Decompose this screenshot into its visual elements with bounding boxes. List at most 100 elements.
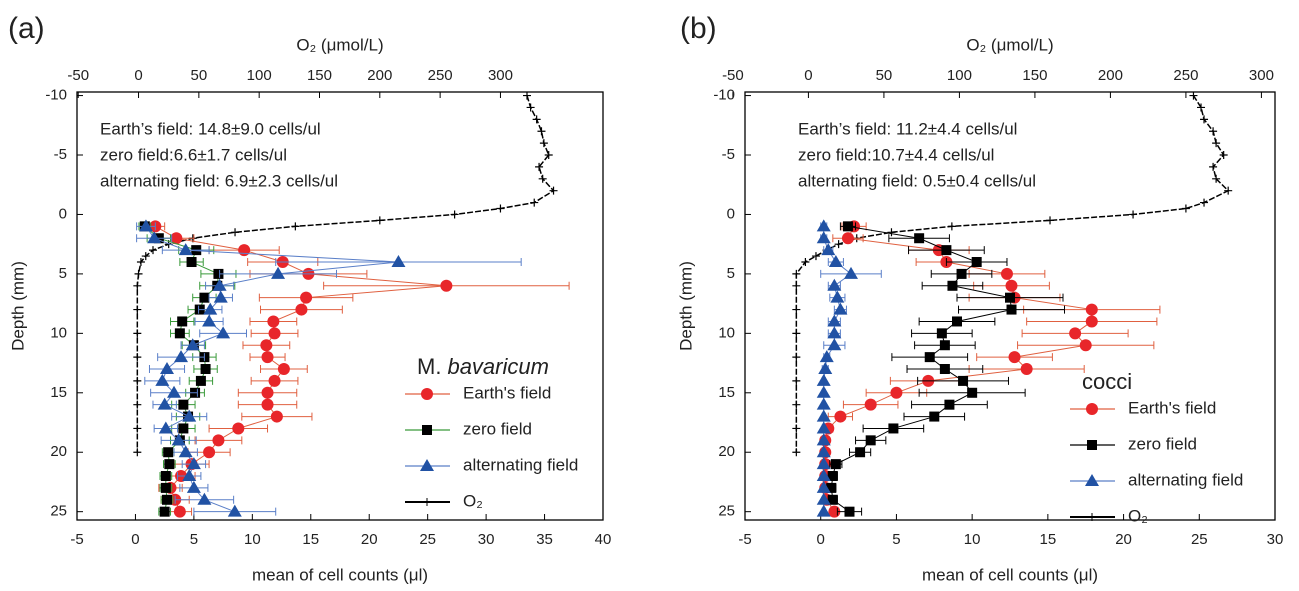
o2-marker: [1209, 162, 1218, 171]
marker: [941, 245, 952, 256]
legend-marker: [1087, 440, 1097, 450]
o2-marker: [1219, 151, 1228, 160]
x-tick-label: 20: [1115, 531, 1132, 548]
legend-label: zero field: [1128, 434, 1197, 453]
marker: [1085, 315, 1098, 328]
y-tick-label: 20: [718, 443, 735, 460]
marker: [914, 233, 925, 244]
x2-tick-label: 250: [1173, 67, 1198, 84]
marker: [174, 350, 189, 363]
o2-marker: [450, 210, 459, 219]
marker: [186, 480, 201, 493]
marker: [178, 445, 193, 458]
x2-tick-label: 50: [191, 67, 208, 84]
marker: [440, 279, 453, 292]
marker: [182, 469, 197, 482]
marker: [827, 471, 838, 482]
y-tick-label: 20: [50, 443, 67, 460]
marker: [147, 231, 162, 244]
y-tick-label: 10: [50, 324, 67, 341]
o2-marker: [1129, 210, 1138, 219]
o2-marker: [231, 228, 240, 237]
panel: (a)-5 0 5 10 15 20 25 30 35 40-50 0 50 100 150 200 250 3…: [8, 12, 611, 585]
marker: [268, 327, 281, 340]
y-tick-label: -10: [713, 87, 735, 104]
o2-marker: [1046, 216, 1055, 225]
marker: [295, 303, 308, 316]
marker: [213, 290, 228, 303]
x2-tick-label: 300: [1249, 67, 1274, 84]
marker: [157, 397, 172, 410]
x-tick-label: 35: [536, 531, 553, 548]
legend-title: M. bavaricum: [417, 354, 549, 379]
marker: [834, 410, 847, 423]
marker: [1085, 303, 1098, 316]
marker: [816, 457, 831, 470]
x2-tick-label: 200: [1098, 67, 1123, 84]
marker: [160, 482, 171, 493]
marker: [947, 280, 958, 291]
x2-tick-label: 0: [804, 67, 812, 84]
marker: [855, 447, 866, 458]
marker: [1069, 327, 1082, 340]
x-tick-label: 10: [244, 531, 261, 548]
o2-marker: [1181, 204, 1190, 213]
o2-marker: [1224, 186, 1233, 195]
marker: [842, 221, 853, 232]
panel-label: (b): [680, 12, 717, 45]
marker: [830, 290, 845, 303]
marker: [158, 421, 173, 434]
o2-marker: [538, 174, 547, 183]
marker: [827, 338, 842, 351]
o2-marker: [539, 139, 548, 148]
marker: [171, 433, 186, 446]
x-tick-label: 30: [1267, 531, 1284, 548]
marker: [816, 373, 831, 386]
x-tick-label: -5: [738, 531, 751, 548]
panel-label: (a): [8, 12, 45, 45]
marker: [268, 374, 281, 387]
o2-marker: [532, 115, 541, 124]
marker: [160, 362, 175, 375]
marker: [391, 255, 406, 268]
x-tick-label: 5: [892, 531, 900, 548]
legend-title-text: cocci: [1082, 369, 1132, 394]
x2-tick-label: 150: [1022, 67, 1047, 84]
marker: [261, 386, 274, 399]
legend-marker: [420, 459, 434, 471]
x-axis-label: mean of cell counts (μl): [252, 565, 428, 584]
o2-marker: [549, 186, 558, 195]
o2-marker: [133, 281, 142, 290]
legend-label: O₂: [463, 491, 483, 510]
o2-marker: [1209, 127, 1218, 136]
legend-label: Earth's field: [463, 383, 551, 402]
y-tick-label: 15: [50, 384, 67, 401]
marker: [270, 410, 283, 423]
legend-marker: [1085, 474, 1099, 486]
marker: [178, 243, 193, 256]
marker: [952, 316, 962, 327]
marker: [261, 351, 274, 364]
marker: [178, 423, 189, 434]
marker: [830, 459, 841, 470]
x-tick-label: 10: [964, 531, 981, 548]
x-tick-label: 0: [131, 531, 139, 548]
marker: [833, 302, 848, 315]
o2-marker: [149, 246, 158, 255]
marker: [178, 399, 189, 410]
marker: [173, 505, 186, 518]
marker: [865, 435, 876, 446]
marker: [828, 255, 843, 268]
x-tick-label: 40: [595, 531, 612, 548]
o2-line: [136, 95, 555, 453]
marker: [826, 482, 837, 493]
o2-marker: [792, 305, 801, 314]
panel: (b)-5 0 5 10 15 20 25 30-50 0 50 100 150 200 250 300-1…: [676, 12, 1283, 585]
marker: [816, 385, 831, 398]
x-tick-label: 15: [1040, 531, 1057, 548]
o2-marker: [134, 269, 143, 278]
marker: [827, 494, 838, 505]
marker: [186, 257, 197, 268]
o2-marker: [887, 228, 896, 237]
marker: [199, 292, 210, 303]
